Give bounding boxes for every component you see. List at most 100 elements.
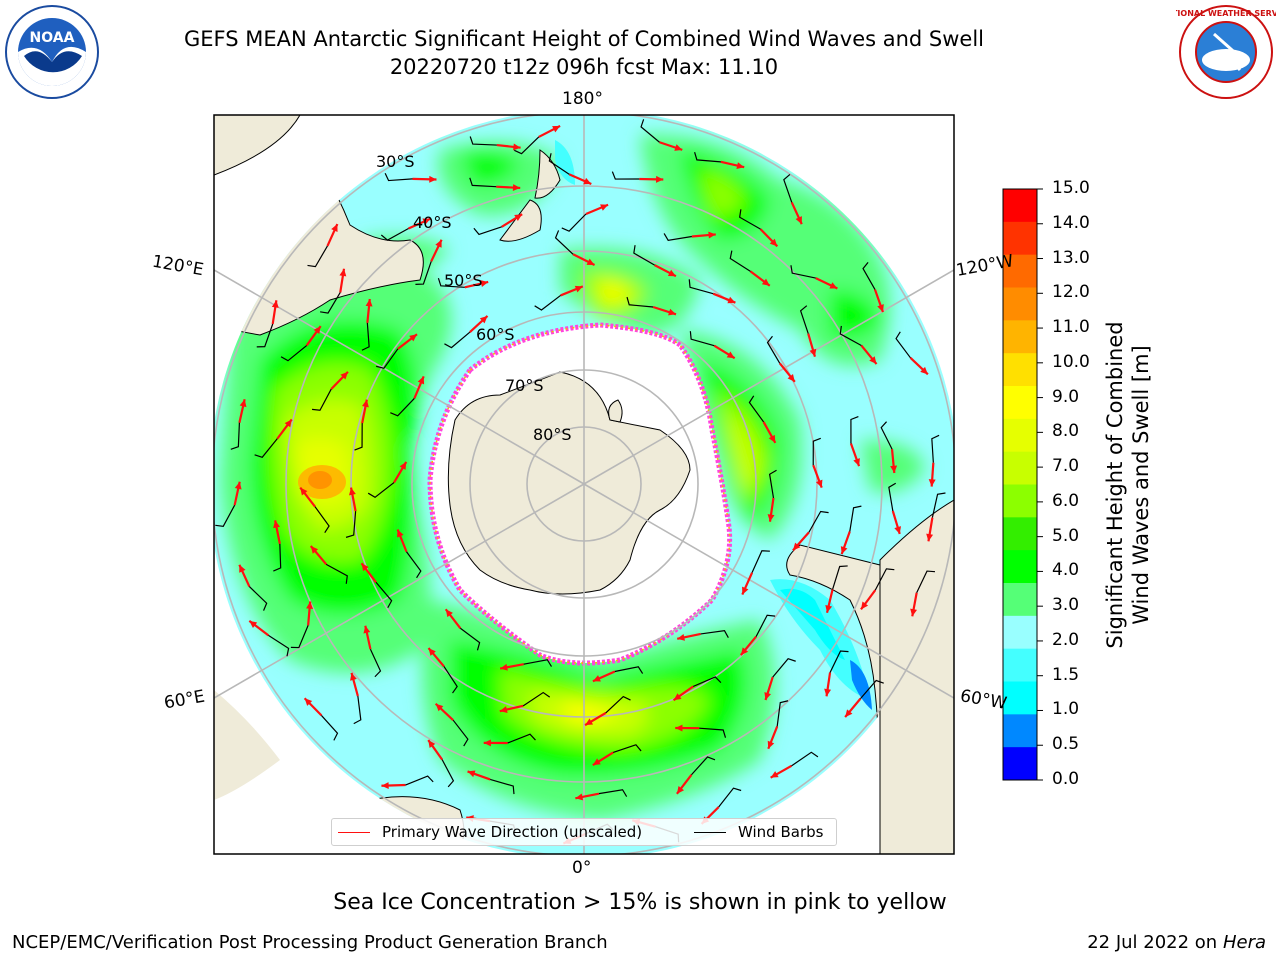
wave-arrow-head bbox=[770, 771, 779, 778]
lon-label-0: 0° bbox=[572, 858, 592, 878]
wind-barb bbox=[320, 715, 339, 741]
wind-barb bbox=[849, 505, 862, 532]
wave-arrow-head bbox=[877, 304, 884, 313]
wind-barb bbox=[694, 152, 721, 163]
wind-barb bbox=[598, 789, 628, 797]
wind-barb bbox=[361, 322, 370, 351]
map-legend: Primary Wave Direction (unscaled) Wind B… bbox=[331, 818, 837, 846]
wave-arrow-head bbox=[668, 308, 676, 316]
colorbar-tick-label: 2.0 bbox=[1052, 629, 1080, 650]
wind-barb bbox=[354, 423, 363, 451]
wind-barb bbox=[460, 627, 481, 651]
wave-arrow-head bbox=[483, 739, 491, 747]
wind-barb bbox=[768, 469, 777, 499]
sea-ice-caption: Sea Ice Concentration > 15% is shown in … bbox=[333, 890, 947, 915]
wind-barb bbox=[613, 744, 642, 753]
footer-date: 22 Jul 2022 on Hera bbox=[1087, 932, 1266, 953]
wave-arrow-head bbox=[764, 692, 772, 700]
wind-barb bbox=[353, 695, 362, 725]
wave-arrow-head bbox=[239, 564, 246, 573]
wave-arrow-head bbox=[583, 177, 592, 185]
wave-arrow-head bbox=[742, 586, 749, 595]
footer-date-text: 22 Jul 2022 on bbox=[1087, 932, 1223, 953]
wave-arrow-head bbox=[381, 782, 389, 790]
nws-logo-icon: NATIONAL WEATHER SERVICE bbox=[1176, 5, 1276, 99]
lat-label-70s: 70°S bbox=[505, 376, 544, 395]
colorbar-segment bbox=[1003, 583, 1037, 617]
wind-barb bbox=[729, 250, 751, 272]
wind-barb bbox=[469, 177, 497, 188]
wave-arrow-head bbox=[479, 315, 488, 324]
wave-arrow-head bbox=[397, 529, 404, 538]
wind-barb bbox=[256, 323, 274, 348]
wave-direction-legend-label: Primary Wave Direction (unscaled) bbox=[382, 823, 643, 841]
footer-host: Hera bbox=[1222, 932, 1266, 953]
wave-arrow-head bbox=[767, 514, 775, 522]
wave-arrow-head bbox=[499, 706, 508, 713]
wind-barb bbox=[799, 305, 809, 334]
wave-arrow-head bbox=[769, 238, 778, 247]
wind-barb bbox=[611, 171, 640, 180]
colorbar-tick-label: 10.0 bbox=[1052, 351, 1090, 372]
wave-arrow-head bbox=[860, 601, 869, 610]
wind-barb bbox=[345, 511, 357, 538]
wave-arrow-head bbox=[792, 542, 801, 551]
noaa-logo-icon: NOAA bbox=[5, 5, 99, 99]
wind-barb bbox=[776, 700, 789, 727]
wind-barb bbox=[860, 679, 884, 700]
wind-barb bbox=[605, 695, 631, 714]
wave-arrow-head bbox=[313, 326, 321, 334]
wave-arrow-head bbox=[445, 609, 453, 618]
colorbar-tick-label: 6.0 bbox=[1052, 490, 1080, 511]
wave-arrow-head bbox=[586, 258, 595, 266]
colorbar-tick-label: 1.5 bbox=[1052, 664, 1080, 685]
wave-arrow-head bbox=[740, 647, 749, 656]
wind-barb bbox=[254, 438, 278, 458]
wave-arrow-head bbox=[928, 479, 936, 487]
nws-logo-text: NATIONAL WEATHER SERVICE bbox=[1176, 9, 1276, 18]
colorbar-segment bbox=[1003, 747, 1037, 781]
colorbar-tick-label: 11.0 bbox=[1052, 317, 1090, 338]
wave-arrow-head bbox=[767, 740, 775, 749]
wave-arrow-head bbox=[339, 268, 347, 277]
wave-arrow-head bbox=[310, 545, 319, 554]
wave-arrow-head bbox=[674, 144, 683, 151]
wave-arrow-head bbox=[417, 376, 425, 385]
wave-arrow-head bbox=[300, 487, 308, 496]
wind-barb bbox=[441, 759, 455, 788]
wave-arrow-head bbox=[284, 419, 292, 428]
wave-arrow-head bbox=[575, 793, 584, 801]
wind-barb bbox=[691, 756, 716, 776]
wind-barb bbox=[689, 331, 715, 347]
wind-barb bbox=[808, 510, 829, 533]
chart-subtitle: 20220720 t12z 096h fcst Max: 11.10 bbox=[389, 55, 779, 79]
wind-barb bbox=[268, 634, 290, 657]
colorbar-segment bbox=[1003, 418, 1037, 453]
wind-barb bbox=[452, 719, 469, 747]
wind-barb bbox=[931, 492, 946, 518]
wave-arrow-head bbox=[552, 125, 561, 133]
wind-barb bbox=[739, 209, 761, 230]
wind-barb bbox=[523, 659, 553, 667]
colorbar-segment bbox=[1003, 484, 1037, 518]
wave-arrow-head bbox=[409, 334, 418, 342]
colorbar-segment bbox=[1003, 517, 1037, 551]
wind-barb bbox=[829, 650, 849, 673]
wind-barb bbox=[880, 421, 893, 450]
wave-arrow-head bbox=[574, 285, 583, 293]
wind-barb-legend-label: Wind Barbs bbox=[738, 823, 824, 841]
wind-barb bbox=[916, 570, 936, 594]
wind-barb bbox=[507, 733, 536, 744]
wind-barb bbox=[248, 586, 268, 611]
wind-barb bbox=[375, 582, 393, 609]
wave-arrow-head bbox=[926, 533, 934, 542]
colorbar-segment bbox=[1003, 550, 1037, 584]
lat-label-40s: 40°S bbox=[413, 213, 452, 232]
wind-barb bbox=[384, 173, 413, 182]
wind-barb bbox=[693, 676, 722, 687]
colorbar-title-line2: Wind Waves and Swell [m] bbox=[1129, 345, 1153, 625]
wind-barb bbox=[812, 437, 821, 466]
wave-arrow-head bbox=[271, 300, 279, 308]
wind-barb bbox=[663, 233, 692, 242]
wind-barb bbox=[874, 568, 895, 591]
